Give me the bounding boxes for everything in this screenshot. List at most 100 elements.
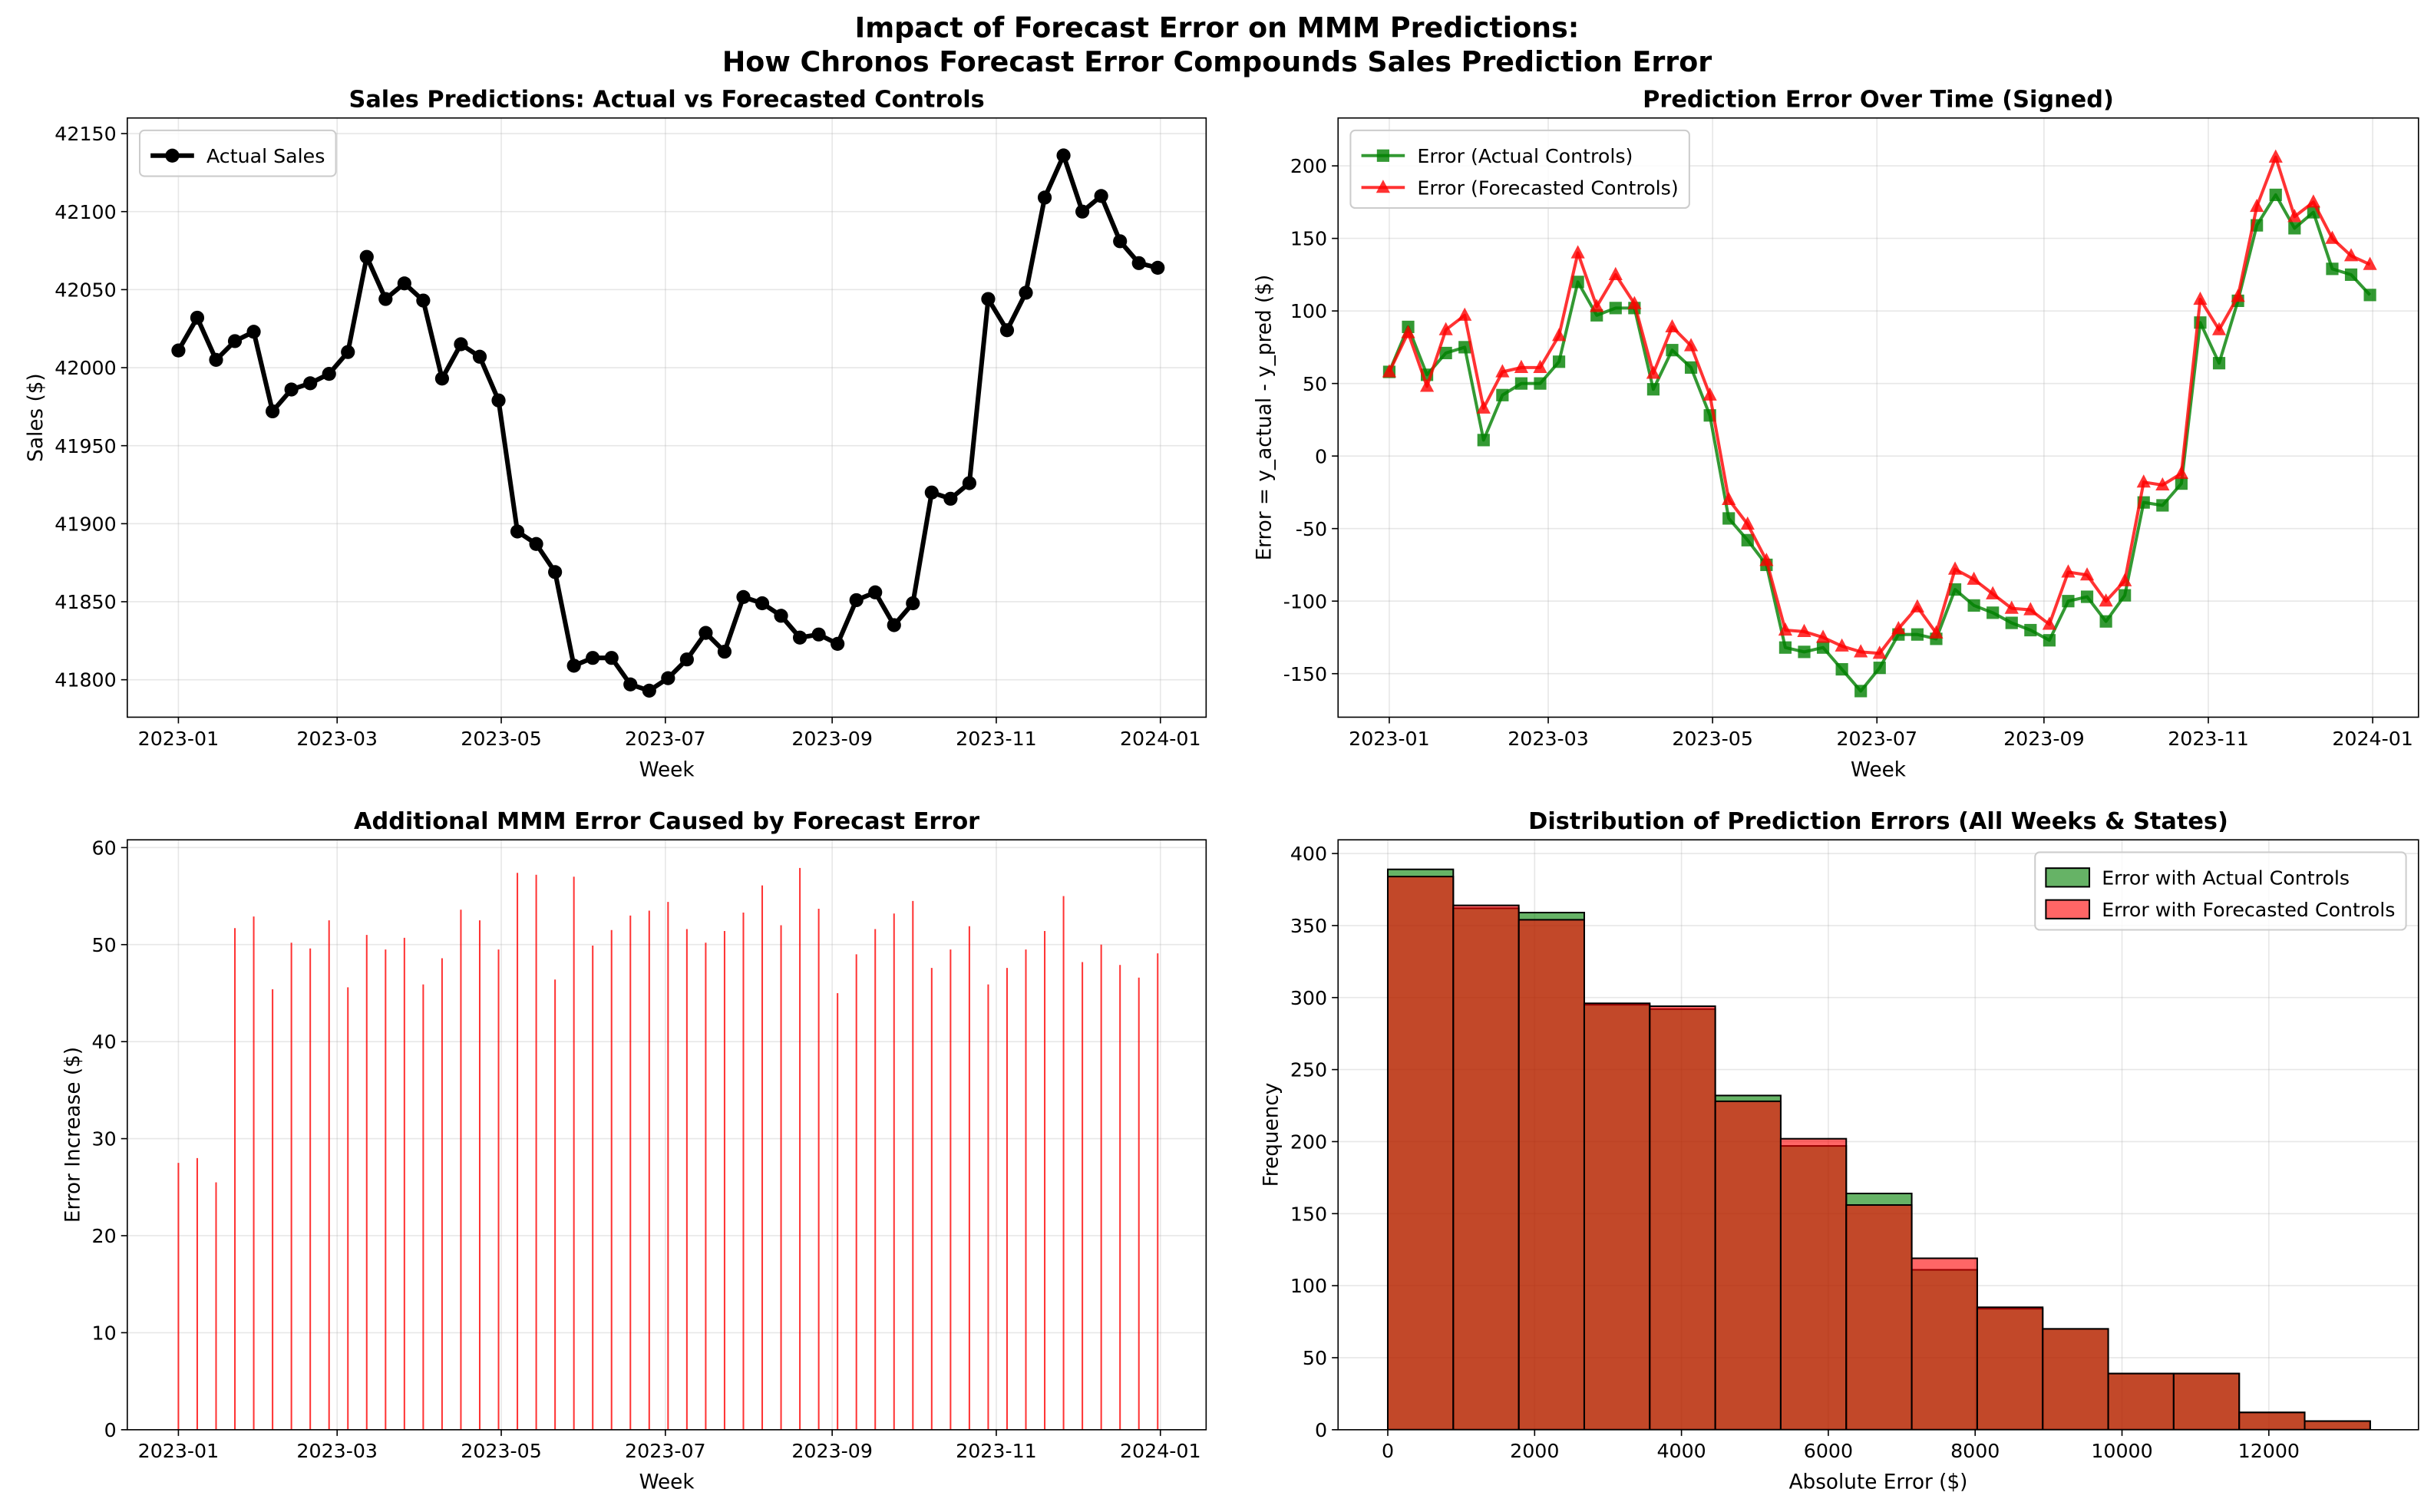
marker xyxy=(717,644,732,659)
legend-label: Error (Forecasted Controls) xyxy=(1417,177,1678,199)
x-tick-label: 2023-03 xyxy=(296,1440,378,1462)
marker xyxy=(510,524,525,539)
y-tick-label: 50 xyxy=(92,934,117,956)
marker xyxy=(999,323,1015,338)
marker xyxy=(209,352,223,367)
marker xyxy=(736,589,751,604)
marker xyxy=(1967,599,1980,612)
subplot-title: Distribution of Prediction Errors (All W… xyxy=(1528,808,2228,835)
marker xyxy=(1382,364,1397,378)
marker xyxy=(454,337,468,352)
marker xyxy=(2306,194,2320,208)
marker xyxy=(811,627,826,642)
legend: Error (Actual Controls) Error (Forecasted… xyxy=(1349,129,1690,210)
x-tick-label: 8000 xyxy=(1950,1440,2000,1462)
marker xyxy=(2024,623,2037,637)
y-tick-label: 42100 xyxy=(54,201,116,223)
y-tick-label: 41850 xyxy=(54,591,116,613)
marker xyxy=(2344,268,2358,281)
x-axis-label: Absolute Error ($) xyxy=(1789,1471,1968,1494)
marker xyxy=(2269,188,2282,201)
axes: 2023-01 2023-03 2023-05 2023-07 2023-09 2023-… xyxy=(25,87,1207,781)
marker xyxy=(1910,599,1925,612)
marker xyxy=(1740,516,1755,530)
marker xyxy=(1401,325,1415,338)
x-tick-label: 2023-09 xyxy=(791,1440,873,1462)
plot-area xyxy=(1382,149,2377,698)
marker xyxy=(322,367,336,381)
y-tick-label: 100 xyxy=(1290,300,1327,322)
y-tick-label: 10 xyxy=(92,1322,117,1344)
marker xyxy=(284,382,299,397)
y-tick-label: 20 xyxy=(92,1225,117,1247)
legend-label: Error (Actual Controls) xyxy=(1417,145,1633,167)
marker xyxy=(1075,204,1090,219)
marker xyxy=(1495,364,1510,378)
legend-item: Actual Sales xyxy=(150,145,325,167)
legend-label: Error with Actual Controls xyxy=(2102,867,2350,889)
x-tick-label: 2023-09 xyxy=(791,728,873,750)
marker xyxy=(661,671,675,685)
x-tick-label: 2023-07 xyxy=(625,1440,706,1462)
marker xyxy=(1113,234,1128,249)
marker xyxy=(1873,662,1886,675)
x-tick-label: 2000 xyxy=(1510,1440,1559,1462)
marker xyxy=(1722,491,1736,505)
subplot: 2023-01 2023-03 2023-05 2023-07 2023-09 2023-… xyxy=(25,87,1207,781)
axes-frame xyxy=(1337,117,2419,718)
marker xyxy=(2118,573,2132,586)
marker xyxy=(1458,341,1471,354)
marker xyxy=(1702,387,1717,401)
legend-item: Error (Forecasted Controls) xyxy=(1361,177,1679,199)
plot-area xyxy=(177,867,1159,1430)
marker xyxy=(2061,564,2076,578)
y-axis-label: Error = y_actual - y_pred ($) xyxy=(1253,275,1276,561)
marker xyxy=(1376,180,1390,193)
y-tick-label: 100 xyxy=(1290,1275,1327,1297)
histogram-bar xyxy=(1976,1306,2044,1430)
marker xyxy=(1778,641,1792,654)
marker xyxy=(2268,149,2283,163)
marker xyxy=(2062,595,2075,608)
marker xyxy=(434,371,450,386)
y-tick-label: 60 xyxy=(92,837,117,859)
marker xyxy=(1476,400,1491,414)
marker xyxy=(1987,606,2000,619)
marker xyxy=(1646,365,1661,379)
marker xyxy=(1722,512,1736,525)
marker xyxy=(2212,357,2226,370)
y-tick-label: 300 xyxy=(1290,987,1327,1009)
y-axis-label: Frequency xyxy=(1260,1083,1283,1187)
marker xyxy=(1458,307,1472,321)
y-tick-label: 0 xyxy=(1315,1419,1327,1441)
x-tick-label: 6000 xyxy=(1804,1440,1853,1462)
y-tick-label: 350 xyxy=(1290,915,1327,937)
marker xyxy=(1798,645,1811,659)
y-tick-label: 41800 xyxy=(54,669,116,692)
marker xyxy=(1056,148,1071,163)
histogram-bar xyxy=(1386,876,1455,1430)
subplot-title: Additional MMM Error Caused by Forecast … xyxy=(354,808,979,835)
marker xyxy=(2099,593,2113,607)
y-tick-label: 400 xyxy=(1290,843,1327,865)
axes-frame xyxy=(1337,839,2419,1431)
y-tick-label: 42050 xyxy=(54,279,116,301)
legend-swatch xyxy=(2045,899,2091,919)
marker xyxy=(1947,561,1963,575)
y-tick-label: 250 xyxy=(1290,1059,1327,1081)
marker xyxy=(1608,266,1623,280)
marker xyxy=(981,292,996,306)
marker xyxy=(472,349,487,364)
x-tick-label: 2023-01 xyxy=(1349,728,1430,750)
marker xyxy=(1967,571,1981,585)
marker xyxy=(2023,602,2038,616)
marker xyxy=(397,276,411,291)
legend: Actual Sales xyxy=(138,129,337,177)
marker xyxy=(548,565,563,579)
histogram-bar xyxy=(1518,919,1585,1430)
legend-item: Error (Actual Controls) xyxy=(1361,145,1633,167)
y-axis-label: Error Increase ($) xyxy=(61,1047,84,1223)
marker xyxy=(303,376,318,391)
marker xyxy=(604,651,619,665)
